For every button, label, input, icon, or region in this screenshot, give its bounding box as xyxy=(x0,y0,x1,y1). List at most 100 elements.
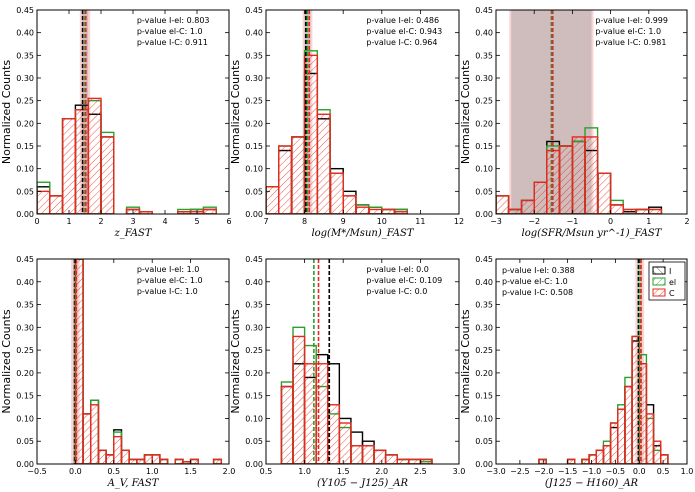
bar-C-3 xyxy=(533,181,548,214)
y-tick-label: 0.05 xyxy=(245,187,263,196)
x-tick-label: 1.0 xyxy=(146,467,159,476)
y-tick-label: 0.10 xyxy=(245,165,263,174)
bar-C-5 xyxy=(338,422,352,464)
histogram-panel-1: 0.00 0.05 0.10 0.15 0.20 0.25 0.30 0.35 0.40 0.45… xyxy=(0,6,232,239)
y-tick-label: 0.00 xyxy=(475,210,493,219)
bar-C-12 xyxy=(648,208,663,214)
y-tick-label: 0.30 xyxy=(245,74,263,83)
p-value-annotation: p-value I-el: 0.486 xyxy=(366,16,439,25)
x-tick-label: 8 xyxy=(302,217,307,226)
y-tick-label: 0.05 xyxy=(16,437,34,446)
bar-C-16 xyxy=(652,440,662,464)
bar-C-8 xyxy=(138,211,153,214)
y-tick-label: 0.30 xyxy=(16,74,34,83)
histogram-panel-2: 0.00 0.05 0.10 0.15 0.20 0.25 0.30 0.35 0.40 0.45… xyxy=(229,6,464,239)
x-tick-label: 0 xyxy=(34,217,39,226)
y-axis-label: Normalized Counts xyxy=(0,60,13,165)
bar-C-5 xyxy=(100,136,115,214)
legend-swatch-el xyxy=(652,277,666,286)
y-tick-label: 0.25 xyxy=(475,97,493,106)
y-tick-label: 0.45 xyxy=(475,255,493,264)
x-tick-label: 1 xyxy=(66,217,71,226)
bar-C-9 xyxy=(143,454,153,464)
p-value-annotation: p-value I-el: 0.999 xyxy=(595,16,668,25)
bar-C-2 xyxy=(291,136,306,214)
bar-C-17 xyxy=(660,454,669,464)
bar-C-2 xyxy=(61,118,77,214)
bar-C-10 xyxy=(396,458,410,464)
y-tick-label: 0.20 xyxy=(245,119,263,128)
y-tick-label: 0.10 xyxy=(16,165,34,174)
bar-C-11 xyxy=(408,458,422,464)
y-tick-label: 0.25 xyxy=(16,97,34,106)
y-tick-label: 0.10 xyxy=(475,165,493,174)
y-tick-label: 0.40 xyxy=(16,29,34,38)
legend: Iel C xyxy=(648,261,686,301)
y-tick-label: 0.15 xyxy=(16,392,34,401)
p-value-annotation: p-value I-C: 1.0 xyxy=(137,287,198,296)
p-value-annotation: p-value el-C: 1.0 xyxy=(137,276,203,285)
bar-C-6 xyxy=(342,195,357,214)
x-tick-label: 0.0 xyxy=(633,467,646,476)
y-tick-label: 0.35 xyxy=(475,301,493,310)
p-value-annotation: p-value el-C: 1.0 xyxy=(502,277,568,286)
axes-frame xyxy=(495,9,688,215)
y-tick-label: 0.15 xyxy=(16,142,34,151)
y-tick-label: 0.30 xyxy=(475,323,493,332)
y-tick-label: 0.30 xyxy=(475,74,493,83)
bar-C-13 xyxy=(202,208,217,214)
bar-C-7 xyxy=(361,445,375,464)
bar-C-7 xyxy=(355,206,370,214)
axes-frame xyxy=(265,258,460,465)
p-value-annotation: p-value I-el: 1.0 xyxy=(137,265,200,274)
y-tick-label: 0.35 xyxy=(475,51,493,60)
p-value-annotation: p-value el-C: 1.0 xyxy=(137,27,203,36)
y-axis-label: Normalized Counts xyxy=(229,309,242,414)
x-tick-label: 1.5 xyxy=(337,467,350,476)
bar-C-9 xyxy=(384,454,398,464)
bar-C-15 xyxy=(645,413,655,464)
bar-C-1 xyxy=(507,208,522,214)
bar-C-12 xyxy=(419,458,433,464)
bar-C-7 xyxy=(584,136,599,214)
x-tick-label: 7 xyxy=(263,217,268,226)
x-tick-label: 0.5 xyxy=(260,467,273,476)
bar-C-11 xyxy=(159,458,169,464)
p-value-annotation: p-value I-C: 0.0 xyxy=(366,287,427,296)
x-tick-label: −1.5 xyxy=(558,467,577,476)
plot-area xyxy=(71,259,223,464)
bar-C-15 xyxy=(189,458,199,464)
y-tick-label: 0.10 xyxy=(475,414,493,423)
bar-C-8 xyxy=(595,449,605,464)
y-tick-label: 0.20 xyxy=(245,369,263,378)
p-value-annotation: p-value I-C: 0.981 xyxy=(595,38,666,47)
y-tick-label: 0.45 xyxy=(16,6,34,15)
y-tick-label: 0.45 xyxy=(245,255,263,264)
bar-C-4 xyxy=(316,113,331,214)
bar-C-10 xyxy=(151,454,161,464)
x-tick-label: 2 xyxy=(684,217,689,226)
axes-frame xyxy=(36,258,230,465)
legend-label-I: I xyxy=(669,267,671,276)
x-tick-label: −1.0 xyxy=(582,467,601,476)
x-tick-label: −2.0 xyxy=(534,467,553,476)
histogram-panel-6: 0.00 0.05 0.10 0.15 0.20 0.25 0.30 0.35 0.40 0.45… xyxy=(459,255,693,489)
bar-C-2 xyxy=(90,404,100,464)
x-tick-label: −3 xyxy=(490,217,502,226)
y-tick-label: 0.15 xyxy=(245,392,263,401)
y-tick-label: 0.15 xyxy=(245,142,263,151)
bar-C-7 xyxy=(128,458,138,464)
y-tick-label: 0.05 xyxy=(245,437,263,446)
x-tick-label: −3.0 xyxy=(486,467,505,476)
bar-C-12 xyxy=(624,385,633,464)
y-tick-label: 0.10 xyxy=(245,414,263,423)
bar-C-3 xyxy=(97,449,107,464)
bar-C-1 xyxy=(292,335,306,464)
y-axis-label: Normalized Counts xyxy=(229,60,242,165)
p-value-annotation: p-value I-C: 0.964 xyxy=(366,38,437,47)
plot-area xyxy=(496,10,663,214)
p-value-annotation: p-value I-C: 0.508 xyxy=(502,288,573,297)
x-tick-label: 10 xyxy=(377,217,387,226)
bar-C-8 xyxy=(136,458,146,464)
bar-C-0 xyxy=(280,385,294,464)
